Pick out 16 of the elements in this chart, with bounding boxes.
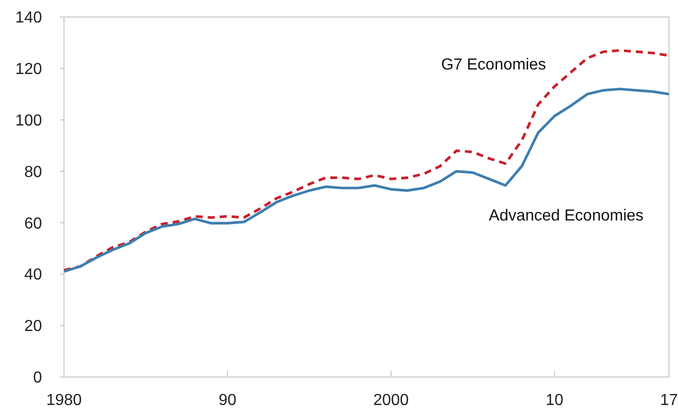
y-tick-label: 0 (33, 370, 42, 387)
x-tick-label: 1980 (46, 392, 82, 409)
x-tick-label: 90 (218, 392, 237, 409)
y-tick-label: 40 (24, 266, 42, 284)
y-tick-label: 100 (15, 112, 42, 130)
line-series (62, 88, 670, 273)
x-tick-label: 10 (546, 392, 564, 409)
y-tick-label: 80 (24, 164, 42, 181)
y-tick-label: 120 (15, 61, 42, 78)
y-tick-label: 140 (15, 10, 42, 27)
y-tick-label: 20 (24, 318, 42, 336)
y-tick-label: 60 (24, 215, 42, 232)
series-label: G7 Economies (441, 56, 546, 74)
series-label: Advanced Economies (488, 208, 644, 225)
x-tick-label: 2000 (373, 392, 409, 409)
x-tick-label: 17 (660, 392, 678, 409)
